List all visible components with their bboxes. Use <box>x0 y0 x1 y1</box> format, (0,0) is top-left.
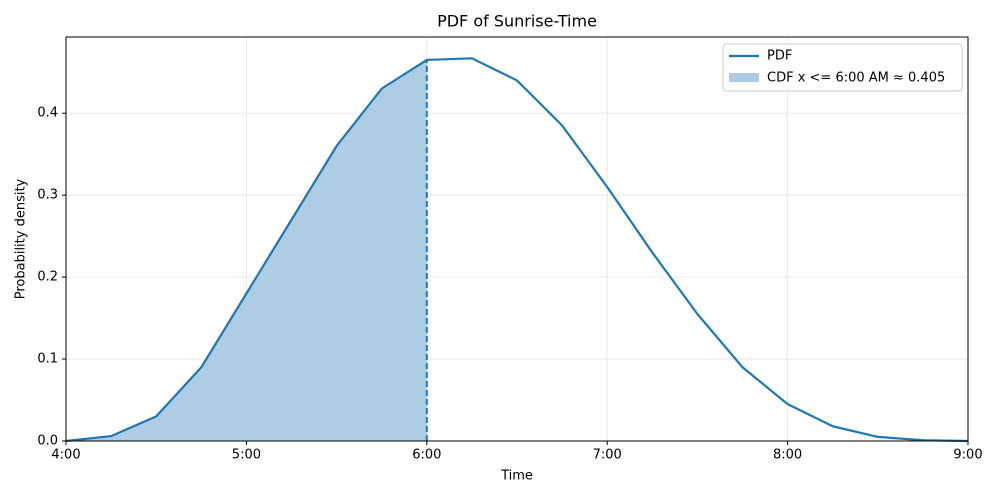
x-tick-label: 7:00 <box>593 448 622 463</box>
legend-box <box>722 43 963 92</box>
chart-title: PDF of Sunrise-Time <box>437 12 597 31</box>
y-tick-label: 0.0 <box>37 434 58 449</box>
y-tick-label: 0.3 <box>37 188 58 203</box>
legend-label: CDF x <= 6:00 AM ≈ 0.405 <box>767 71 945 86</box>
y-tick-label: 0.4 <box>37 106 58 121</box>
cdf-area <box>66 59 427 442</box>
x-tick-label: 5:00 <box>232 448 261 463</box>
legend-patch <box>729 73 759 82</box>
y-axis-label: Probability density <box>14 178 29 299</box>
x-tick-label: 8:00 <box>773 448 802 463</box>
x-tick-label: 4:00 <box>51 448 80 463</box>
pdf-line <box>65 57 969 443</box>
y-tick-label: 0.2 <box>37 270 58 285</box>
plot-frame <box>65 36 969 442</box>
x-tick-label: 9:00 <box>953 448 982 463</box>
y-tick-label: 0.1 <box>37 352 58 367</box>
x-axis-label: Time <box>500 469 533 484</box>
x-tick-label: 6:00 <box>412 448 441 463</box>
legend-label: PDF <box>767 49 792 64</box>
